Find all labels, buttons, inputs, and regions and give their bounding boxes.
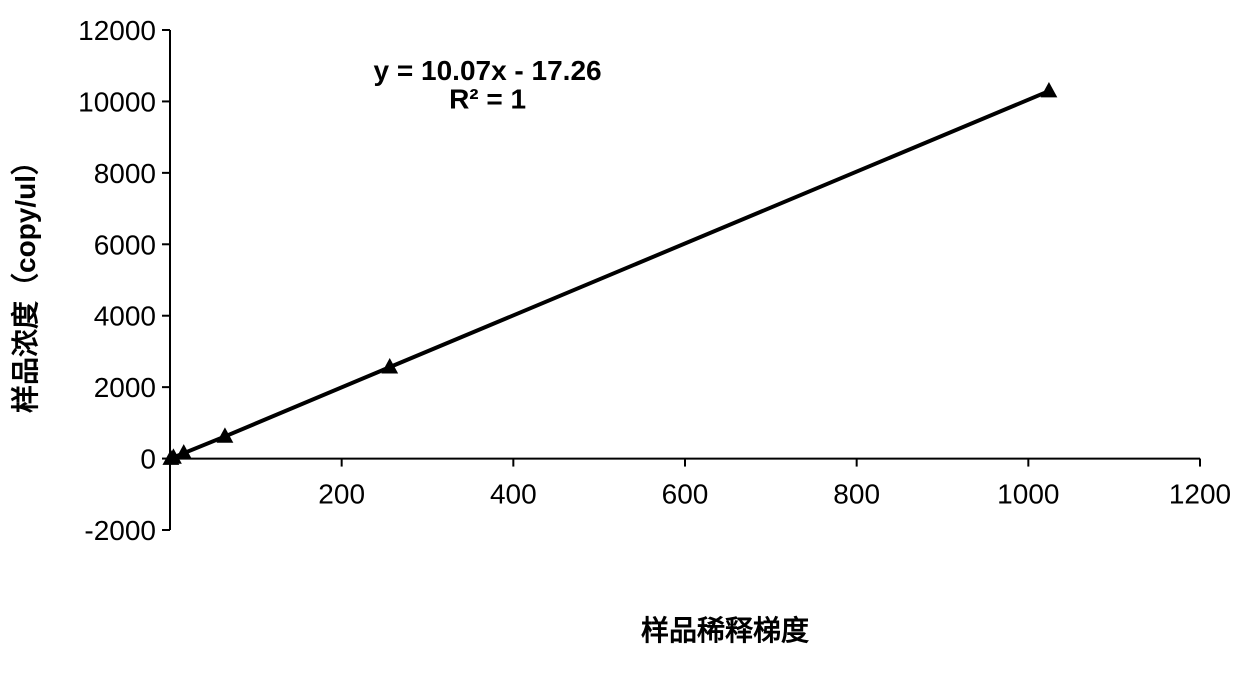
x-tick-label: 600 [662, 479, 709, 510]
x-tick-label: 400 [490, 479, 537, 510]
x-tick-label: 1200 [1169, 479, 1231, 510]
y-tick-label: 10000 [78, 86, 156, 117]
equation-line1: y = 10.07x - 17.26 [374, 55, 602, 86]
y-tick-label: 2000 [94, 372, 156, 403]
y-tick-label: 6000 [94, 229, 156, 260]
y-tick-label: 0 [140, 444, 156, 475]
y-tick-label: 8000 [94, 158, 156, 189]
x-tick-label: 200 [318, 479, 365, 510]
y-tick-label: 12000 [78, 15, 156, 46]
data-line [171, 91, 1049, 459]
x-axis-title: 样品稀释梯度 [641, 614, 809, 646]
equation-line2: R² = 1 [449, 84, 526, 115]
chart-container: -2000 0 2000 4000 6000 8000 10000 12000 200 400 60… [0, 0, 1240, 676]
y-tick-label: -2000 [84, 515, 156, 546]
chart-svg: -2000 0 2000 4000 6000 8000 10000 12000 200 400 60… [0, 0, 1240, 676]
y-axis-title: 样品浓度（copy/ul） [9, 147, 41, 413]
x-tick-label: 800 [833, 479, 880, 510]
x-tick-label: 1000 [997, 479, 1059, 510]
data-marker [1041, 82, 1058, 97]
y-tick-label: 4000 [94, 301, 156, 332]
